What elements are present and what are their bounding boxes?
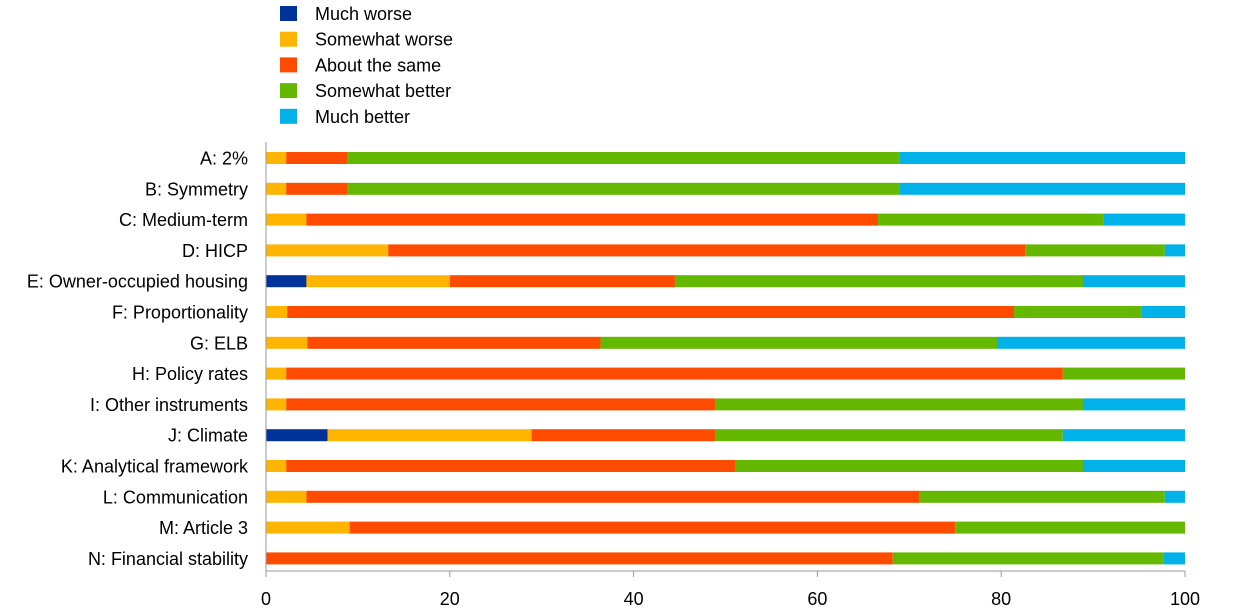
bar-segment-11-4 xyxy=(1164,490,1185,503)
legend: Much worse Somewhat worse About the same So… xyxy=(280,4,453,127)
bar-segment-4-2 xyxy=(449,275,675,288)
category-label-3: D: HICP xyxy=(182,241,248,261)
bar-segment-7-2 xyxy=(286,367,1063,380)
bar-segment-9-2 xyxy=(531,429,716,442)
category-label-0: A: 2% xyxy=(200,149,248,169)
bar-segment-7-1 xyxy=(266,367,287,380)
bar-segment-5-2 xyxy=(287,306,1015,318)
category-label-6: G: ELB xyxy=(190,333,248,353)
bar-segment-9-3 xyxy=(715,429,1063,442)
legend-swatch-0 xyxy=(280,6,297,21)
legend-swatch-4 xyxy=(280,108,297,124)
bar-segment-1-4 xyxy=(899,182,1185,195)
category-label-10: K: Analytical framework xyxy=(61,457,249,477)
bar-segment-7-3 xyxy=(1062,367,1185,380)
bar-segment-8-3 xyxy=(715,398,1083,411)
legend-label-1: Somewhat worse xyxy=(315,30,453,50)
bar-segment-8-2 xyxy=(286,398,716,411)
bar-segment-4-4 xyxy=(1082,275,1185,288)
category-label-1: B: Symmetry xyxy=(145,179,248,199)
x-tick-label-4: 80 xyxy=(991,589,1011,609)
bar-segment-9-1 xyxy=(327,429,532,442)
category-label-9: J: Climate xyxy=(168,426,248,446)
bar-segment-0-1 xyxy=(266,152,287,164)
bar-segment-2-4 xyxy=(1103,213,1185,226)
bar-segment-4-3 xyxy=(674,275,1083,288)
bar-segment-6-2 xyxy=(307,336,601,349)
bar-segment-4-0 xyxy=(266,275,307,288)
bars xyxy=(266,152,1185,565)
bar-segment-4-1 xyxy=(306,275,450,288)
category-label-11: L: Communication xyxy=(103,487,248,507)
x-tick-label-3: 60 xyxy=(807,589,827,609)
bar-segment-2-1 xyxy=(266,213,307,226)
bar-segment-6-1 xyxy=(266,336,308,349)
bar-segment-11-2 xyxy=(306,490,920,503)
bar-segment-10-2 xyxy=(286,460,736,472)
legend-label-0: Much worse xyxy=(315,4,412,24)
bar-segment-0-3 xyxy=(347,152,900,164)
x-tick-label-0: 0 xyxy=(261,589,271,609)
bar-segment-3-2 xyxy=(388,244,1026,257)
bar-segment-2-3 xyxy=(878,213,1104,226)
bar-segment-11-3 xyxy=(919,490,1165,503)
category-label-13: N: Financial stability xyxy=(88,549,248,569)
bar-segment-2-2 xyxy=(306,213,879,226)
bar-segment-3-4 xyxy=(1164,244,1185,257)
bar-segment-3-3 xyxy=(1025,244,1165,257)
bar-segment-1-3 xyxy=(347,182,900,195)
x-tick-label-5: 100 xyxy=(1170,589,1200,609)
category-label-2: C: Medium-term xyxy=(119,210,248,230)
bar-segment-11-1 xyxy=(266,490,307,503)
category-label-12: M: Article 3 xyxy=(159,518,248,538)
legend-label-3: Somewhat better xyxy=(315,81,451,101)
bar-segment-6-3 xyxy=(600,336,998,349)
x-tick-label-1: 20 xyxy=(440,589,460,609)
bar-segment-5-3 xyxy=(1014,306,1142,318)
bar-segment-13-2 xyxy=(266,552,893,565)
category-label-7: H: Policy rates xyxy=(132,364,248,384)
bar-segment-12-1 xyxy=(266,521,350,534)
category-labels: A: 2% B: Symmetry C: Medium-term D: HICP E: … xyxy=(27,149,249,569)
bar-segment-12-2 xyxy=(349,521,956,534)
bar-segment-5-4 xyxy=(1141,306,1185,318)
bar-segment-1-1 xyxy=(266,182,287,195)
bar-segment-3-1 xyxy=(266,244,389,257)
category-label-8: I: Other instruments xyxy=(90,395,248,415)
bar-segment-10-3 xyxy=(735,460,1083,472)
bar-segment-12-3 xyxy=(955,521,1185,534)
bar-segment-0-2 xyxy=(286,152,348,164)
bar-segment-10-1 xyxy=(266,460,287,472)
legend-swatch-3 xyxy=(280,83,297,99)
legend-swatch-1 xyxy=(280,31,297,47)
bar-segment-1-2 xyxy=(286,182,348,195)
bar-segment-13-3 xyxy=(892,552,1164,565)
bar-segment-9-4 xyxy=(1062,429,1185,442)
category-label-5: F: Proportionality xyxy=(112,303,248,323)
legend-swatch-2 xyxy=(280,57,297,73)
x-axis: 0 20 40 60 80 100 xyxy=(261,142,1200,609)
category-label-4: E: Owner-occupied housing xyxy=(27,272,248,292)
bar-segment-0-4 xyxy=(899,152,1185,164)
bar-segment-8-1 xyxy=(266,398,287,411)
x-tick-label-2: 40 xyxy=(624,589,644,609)
bar-segment-8-4 xyxy=(1082,398,1185,411)
bar-segment-6-4 xyxy=(997,336,1185,349)
bar-segment-10-4 xyxy=(1082,460,1185,472)
legend-label-4: Much better xyxy=(315,107,410,127)
bar-segment-9-0 xyxy=(266,429,328,442)
legend-label-2: About the same xyxy=(315,55,441,75)
bar-segment-5-1 xyxy=(266,306,288,318)
bar-segment-13-4 xyxy=(1163,552,1185,565)
